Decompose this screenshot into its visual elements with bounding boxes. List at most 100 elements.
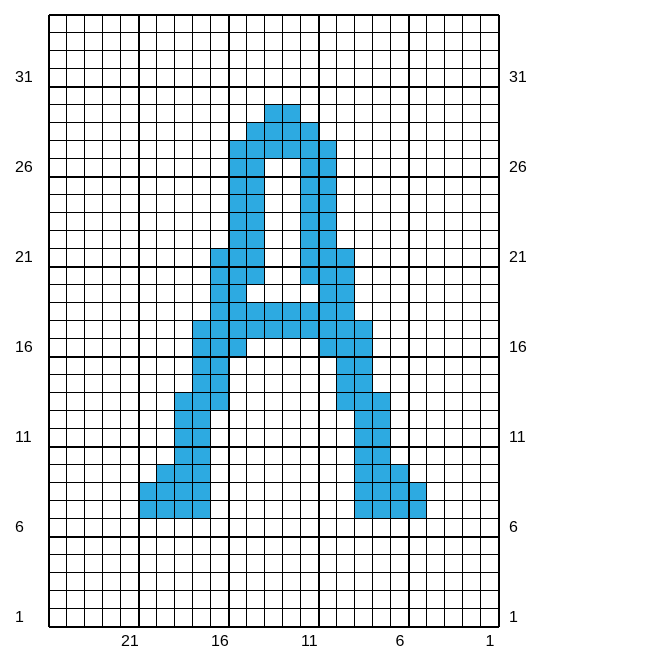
grid-cell: [103, 87, 121, 105]
grid-cell: [139, 447, 157, 465]
grid-cell: [229, 249, 247, 267]
grid-cell: [445, 429, 463, 447]
grid-cell: [337, 501, 355, 519]
grid-cell: [229, 177, 247, 195]
grid-cell: [85, 483, 103, 501]
grid-cell: [175, 303, 193, 321]
grid-cell: [175, 555, 193, 573]
grid-cell: [391, 411, 409, 429]
grid-cell: [337, 267, 355, 285]
grid-cell: [463, 141, 481, 159]
grid-cell: [481, 195, 499, 213]
grid-cell: [409, 213, 427, 231]
grid-cell: [445, 537, 463, 555]
grid-cell: [319, 285, 337, 303]
grid-cell: [193, 393, 211, 411]
grid-cell: [337, 159, 355, 177]
grid-cell: [157, 537, 175, 555]
grid-cell: [157, 51, 175, 69]
grid-cell: [481, 411, 499, 429]
grid-cell: [85, 501, 103, 519]
grid-cell: [427, 573, 445, 591]
grid-cell: [157, 231, 175, 249]
grid-cell: [85, 195, 103, 213]
grid-cell: [301, 411, 319, 429]
grid-cell: [265, 267, 283, 285]
grid-cell: [337, 177, 355, 195]
grid-cell: [283, 429, 301, 447]
grid-cell: [175, 33, 193, 51]
grid-cell: [139, 321, 157, 339]
grid-cell: [211, 537, 229, 555]
grid-cell: [301, 555, 319, 573]
grid-cell: [373, 267, 391, 285]
grid-cell: [319, 69, 337, 87]
grid-cell: [49, 609, 67, 627]
grid-cell: [85, 33, 103, 51]
grid-cell: [247, 285, 265, 303]
grid-cell: [121, 249, 139, 267]
grid-cell: [247, 123, 265, 141]
grid-cell: [229, 303, 247, 321]
grid-cell: [211, 447, 229, 465]
grid-cell: [373, 285, 391, 303]
grid-cell: [103, 609, 121, 627]
grid-cell: [67, 321, 85, 339]
grid-cell: [49, 573, 67, 591]
grid-cell: [427, 123, 445, 141]
grid-cell: [427, 501, 445, 519]
grid-cell: [373, 339, 391, 357]
grid-cell: [391, 15, 409, 33]
grid-cell: [67, 573, 85, 591]
grid-cell: [463, 447, 481, 465]
grid-cell: [121, 519, 139, 537]
grid-cell: [85, 87, 103, 105]
grid-cell: [373, 519, 391, 537]
grid-cell: [211, 141, 229, 159]
grid-cell: [463, 105, 481, 123]
grid-cell: [85, 15, 103, 33]
grid-cell: [211, 249, 229, 267]
grid-cell: [391, 321, 409, 339]
grid-cell: [373, 159, 391, 177]
grid-cell: [301, 177, 319, 195]
grid-cell: [265, 339, 283, 357]
grid-cell: [391, 339, 409, 357]
grid-cell: [391, 249, 409, 267]
grid-cell: [121, 555, 139, 573]
grid-cell: [373, 357, 391, 375]
grid-cell: [139, 483, 157, 501]
grid-cell: [211, 51, 229, 69]
grid-cell: [301, 393, 319, 411]
grid-cell: [445, 303, 463, 321]
grid-cell: [373, 177, 391, 195]
grid-cell: [409, 159, 427, 177]
grid-cell: [355, 69, 373, 87]
grid-cell: [481, 267, 499, 285]
grid-cell: [463, 285, 481, 303]
grid-cell: [229, 123, 247, 141]
grid-cell: [85, 321, 103, 339]
grid-cell: [427, 447, 445, 465]
grid-cell: [427, 159, 445, 177]
grid-cell: [391, 105, 409, 123]
axis-label: 1: [15, 609, 24, 627]
grid-cell: [157, 195, 175, 213]
grid-cell: [265, 213, 283, 231]
grid-cell: [175, 339, 193, 357]
grid-cell: [157, 591, 175, 609]
grid-cell: [157, 249, 175, 267]
grid-cell: [67, 537, 85, 555]
grid-cell: [175, 447, 193, 465]
grid-cell: [103, 321, 121, 339]
grid-cell: [211, 213, 229, 231]
grid-cell: [409, 555, 427, 573]
grid-cell: [265, 69, 283, 87]
grid-cell: [283, 51, 301, 69]
grid-line-horizontal: [49, 626, 499, 628]
grid-cell: [409, 357, 427, 375]
grid-cell: [301, 573, 319, 591]
grid-cell: [175, 609, 193, 627]
grid-cell: [211, 429, 229, 447]
grid-cell: [319, 321, 337, 339]
